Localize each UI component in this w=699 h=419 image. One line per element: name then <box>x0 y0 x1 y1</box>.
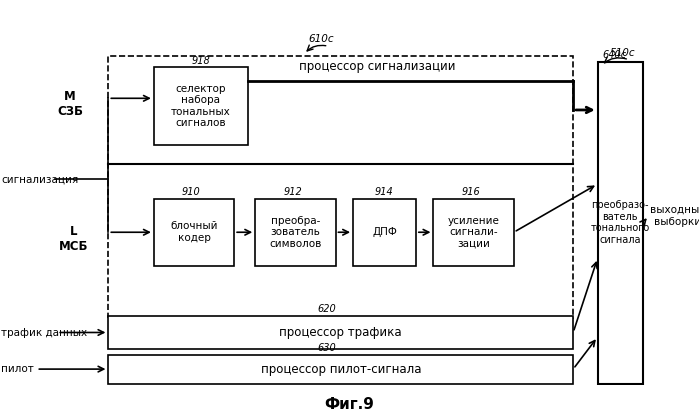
Text: процессор трафика: процессор трафика <box>280 326 402 339</box>
Text: пилот: пилот <box>1 364 34 374</box>
Text: блочный
кодер: блочный кодер <box>171 222 217 243</box>
Bar <box>433 199 514 266</box>
Bar <box>108 56 573 318</box>
Text: селектор
набора
тональных
сигналов: селектор набора тональных сигналов <box>171 84 231 128</box>
Bar <box>108 354 573 383</box>
Bar <box>154 67 248 145</box>
Text: Фиг.9: Фиг.9 <box>324 397 375 412</box>
Text: трафик данных: трафик данных <box>1 328 87 338</box>
Text: 510с: 510с <box>610 48 635 58</box>
Bar <box>255 199 336 266</box>
Bar <box>154 199 234 266</box>
Text: преобра-
зователь
символов: преобра- зователь символов <box>269 216 322 249</box>
Text: 914: 914 <box>375 186 394 197</box>
Text: процессор сигнализации: процессор сигнализации <box>299 60 456 73</box>
Text: 620: 620 <box>317 304 336 314</box>
Text: процессор пилот-сигнала: процессор пилот-сигнала <box>261 362 421 375</box>
Text: преобразо-
ватель
тонального
сигнала: преобразо- ватель тонального сигнала <box>591 200 650 245</box>
Text: 916: 916 <box>461 186 480 197</box>
Text: L
МСБ: L МСБ <box>59 225 88 253</box>
Text: 912: 912 <box>283 186 302 197</box>
Text: 630: 630 <box>317 343 336 353</box>
Text: сигнализация: сигнализация <box>1 174 79 184</box>
Text: ДПФ: ДПФ <box>372 227 397 237</box>
Bar <box>353 199 416 266</box>
Text: М
СЗБ: М СЗБ <box>57 90 83 118</box>
Bar <box>598 62 643 383</box>
Text: 918: 918 <box>192 56 210 65</box>
Text: усиление
сигнали-
зации: усиление сигнали- зации <box>447 216 500 249</box>
Bar <box>108 316 573 349</box>
Text: выходные
выборки: выходные выборки <box>650 205 699 227</box>
Text: 640с: 640с <box>602 50 626 60</box>
Text: 610с: 610с <box>309 34 334 44</box>
Text: 910: 910 <box>182 186 201 197</box>
